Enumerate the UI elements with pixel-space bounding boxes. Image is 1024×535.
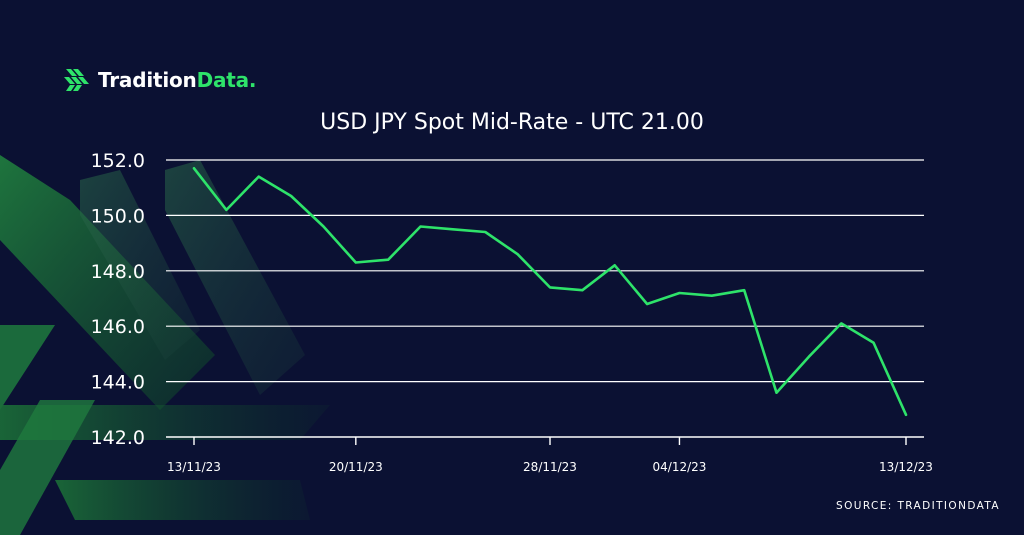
y-tick-label: 148.0 [91,261,145,283]
x-tick-label: 13/12/23 [879,460,933,474]
x-tick-label: 20/11/23 [329,460,383,474]
deco-wedge-bottom [0,400,95,535]
tradition-logo-icon [64,69,89,91]
x-tick-label: 28/11/23 [523,460,577,474]
x-axis-labels: 13/11/23 20/11/23 28/11/23 04/12/23 13/12/23 [167,460,933,474]
y-tick-label: 152.0 [91,150,145,172]
deco-chevron-faint [165,160,305,395]
series-line-usdjpy [192,167,908,417]
y-tick-label: 144.0 [91,372,145,394]
y-tick-label: 146.0 [91,316,145,338]
deco-bar-bottom [55,480,310,520]
y-tick-label: 142.0 [91,427,145,449]
y-axis-labels: 152.0 150.0 148.0 146.0 144.0 142.0 [91,150,145,449]
brand-logo: TraditionData. [64,66,257,94]
brand-name-main: Tradition [98,68,197,92]
source-label: SOURCE: TRADITIONDATA [836,500,1000,512]
series-layer [192,167,908,417]
brand-name: TraditionData. [98,68,257,92]
grid-layer [166,159,924,445]
x-tick-label: 04/12/23 [653,460,707,474]
y-tick-label: 150.0 [91,205,145,227]
x-tick-label: 13/11/23 [167,460,221,474]
brand-name-accent: Data. [196,68,257,92]
chart-title: USD JPY Spot Mid-Rate - UTC 21.00 [320,110,704,135]
deco-triangle-left [0,325,55,410]
deco-chevron-faint-2 [80,170,200,360]
